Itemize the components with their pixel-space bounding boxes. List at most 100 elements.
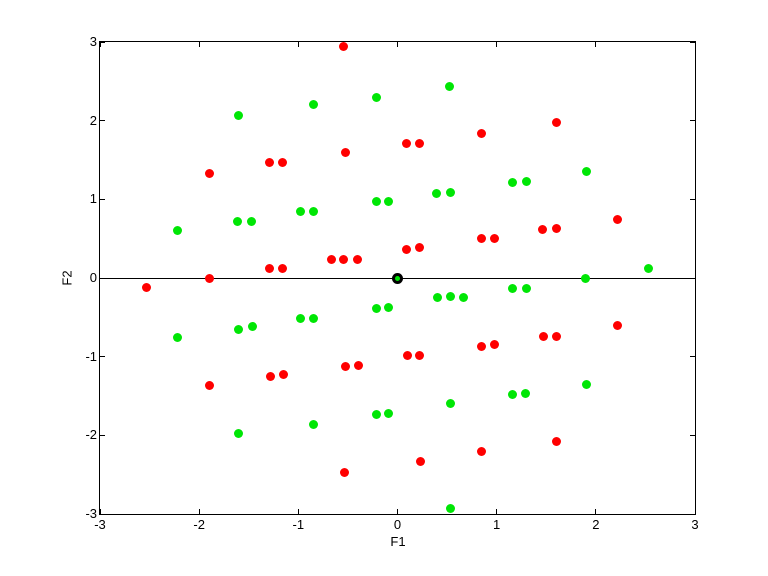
data-point-green-class <box>431 188 441 198</box>
y-tick-label: -1 <box>85 348 97 364</box>
data-point-red-class <box>613 321 623 331</box>
data-point-red-class <box>341 148 351 158</box>
x-tick-mark <box>595 509 597 514</box>
data-point-green-class <box>520 389 530 399</box>
data-point-red-class <box>414 351 424 361</box>
data-point-red-class <box>477 447 487 457</box>
data-point-green-class <box>172 226 182 236</box>
data-point-green-class <box>445 187 455 197</box>
y-tick-mark <box>690 120 695 122</box>
x-tick-mark <box>397 509 398 514</box>
data-point-red-class <box>551 223 561 233</box>
y-tick-mark <box>100 356 105 358</box>
data-point-green-class <box>372 410 382 420</box>
data-point-green-class <box>643 264 653 274</box>
data-point-red-class <box>354 360 364 370</box>
data-point-red-class <box>353 254 363 264</box>
data-point-green-class <box>444 81 454 91</box>
origin-marker <box>392 272 403 284</box>
x-tick-label: -3 <box>94 517 106 532</box>
data-point-green-class <box>234 324 244 334</box>
data-point-red-class <box>414 242 424 252</box>
data-point-red-class <box>477 234 487 244</box>
data-point-green-class <box>308 313 318 323</box>
data-point-green-class <box>295 206 305 216</box>
data-point-red-class <box>340 467 350 477</box>
data-point-green-class <box>384 197 394 207</box>
data-point-red-class <box>538 331 548 341</box>
data-point-red-class <box>266 371 276 381</box>
y-tick-mark <box>100 434 105 436</box>
x-tick-mark <box>694 42 696 47</box>
y-tick-label: -2 <box>85 427 97 443</box>
data-point-red-class <box>477 128 487 138</box>
data-point-red-class <box>551 331 561 341</box>
data-point-red-class <box>339 42 349 52</box>
y-tick-mark <box>100 41 105 43</box>
y-tick-label: 1 <box>89 191 97 207</box>
data-point-red-class <box>265 264 275 274</box>
x-tick-mark <box>297 42 299 47</box>
data-point-green-class <box>384 408 394 418</box>
data-point-red-class <box>537 224 547 234</box>
data-point-green-class <box>247 216 257 226</box>
data-point-red-class <box>490 340 500 350</box>
x-tick-mark <box>99 42 101 47</box>
data-point-green-class <box>295 314 305 324</box>
data-point-red-class <box>613 214 623 224</box>
y-tick-mark <box>100 198 105 200</box>
origin-marker-core <box>395 275 400 281</box>
data-point-red-class <box>401 138 411 148</box>
data-point-red-class <box>277 157 287 167</box>
data-point-green-class <box>508 389 518 399</box>
data-point-green-class <box>445 292 455 302</box>
y-tick-label: 0 <box>89 270 97 285</box>
data-point-green-class <box>521 283 531 293</box>
data-point-red-class <box>341 361 351 371</box>
data-point-red-class <box>204 168 214 178</box>
y-tick-mark <box>690 356 695 358</box>
data-point-green-class <box>582 380 592 390</box>
data-point-green-class <box>384 303 394 313</box>
data-point-green-class <box>508 283 518 293</box>
y-tick-label: 2 <box>89 112 97 128</box>
data-point-red-class <box>278 370 288 380</box>
data-point-green-class <box>233 216 243 226</box>
x-tick-label: -2 <box>193 517 205 532</box>
x-tick-mark <box>496 509 498 514</box>
data-point-green-class <box>308 419 318 429</box>
x-axis-label: F1 <box>390 534 406 549</box>
data-point-red-class <box>142 282 152 292</box>
y-tick-label: -3 <box>85 506 97 521</box>
data-point-red-class <box>204 381 214 391</box>
data-point-green-class <box>234 110 244 120</box>
y-tick-mark <box>690 277 695 279</box>
y-tick-mark <box>690 513 695 515</box>
data-point-green-class <box>432 293 442 303</box>
data-point-green-class <box>581 273 591 283</box>
data-point-red-class <box>204 273 214 283</box>
x-tick-label: 0 <box>393 517 402 532</box>
x-tick-mark <box>397 42 398 47</box>
x-tick-label: 3 <box>691 517 699 532</box>
data-point-green-class <box>445 503 455 513</box>
data-point-red-class <box>265 157 275 167</box>
x-tick-mark <box>297 509 299 514</box>
data-point-red-class <box>339 254 349 264</box>
y-tick-mark <box>690 41 695 43</box>
data-point-red-class <box>551 117 561 127</box>
plot-area <box>99 41 696 515</box>
data-point-green-class <box>445 399 455 409</box>
data-point-red-class <box>401 245 411 255</box>
y-tick-label: 3 <box>89 34 97 49</box>
data-point-green-class <box>508 177 518 187</box>
data-point-green-class <box>172 333 182 343</box>
data-point-green-class <box>459 293 469 303</box>
x-tick-mark <box>198 42 200 47</box>
data-point-green-class <box>308 100 318 110</box>
data-point-green-class <box>521 176 531 186</box>
y-tick-mark <box>690 434 695 436</box>
y-tick-mark <box>690 198 695 200</box>
data-point-red-class <box>414 138 424 148</box>
